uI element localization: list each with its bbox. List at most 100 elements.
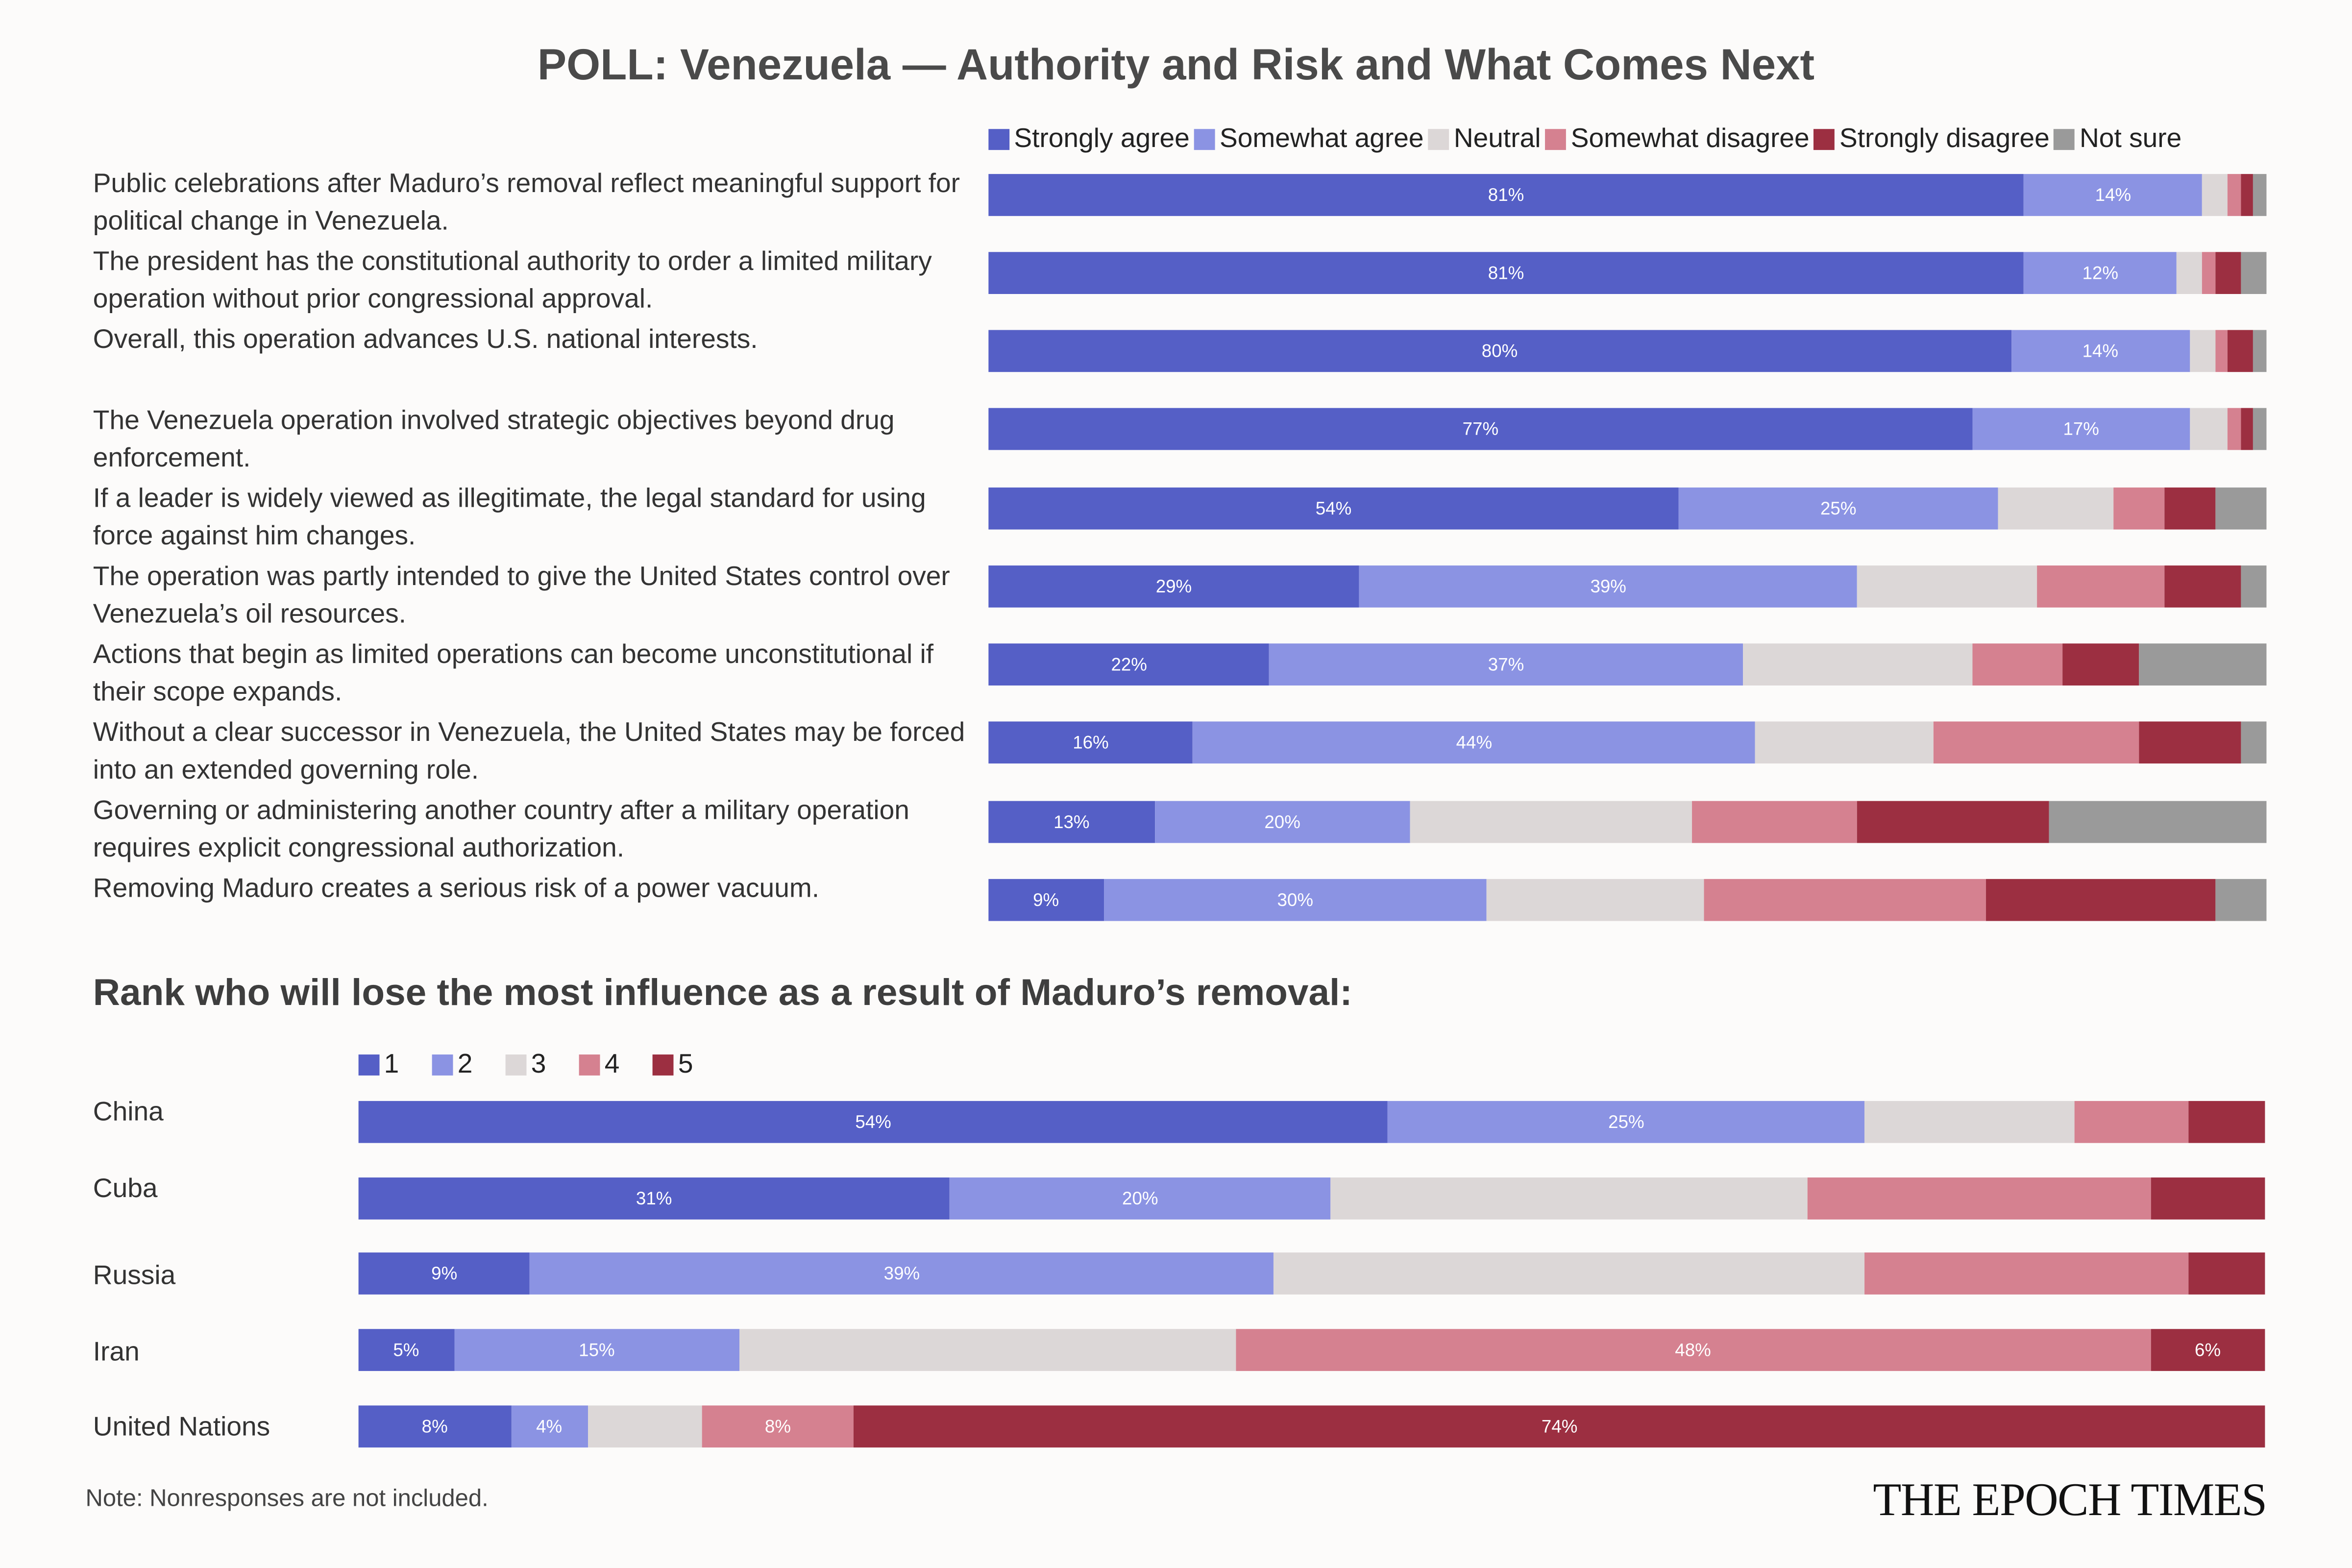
data-label: 4% [536,1416,563,1437]
bar-segment [1742,643,1973,686]
row-label: The operation was partly intended to giv… [93,561,950,629]
legend-label: Somewhat agree [1219,123,1424,153]
legend-label: Strongly agree [1014,123,1190,153]
data-label: 54% [1315,498,1352,519]
bar-segment [2241,565,2267,608]
bar-segment: 15% [454,1329,740,1371]
legend-label: Not sure [2080,123,2182,153]
stacked-bar: 29% 39% [988,565,2267,608]
row-label: China [93,1096,164,1127]
stacked-bar: 54% 25% [358,1101,2265,1143]
bar-segment [2074,1101,2189,1143]
legend-item: 2 [432,1049,472,1080]
stacked-bar: 31% 20% [358,1177,2265,1220]
legend-item: Somewhat agree [1194,123,1424,154]
bar-segment [1691,801,1858,843]
legend-label: Somewhat disagree [1570,123,1810,153]
bar-segment: 29% [988,565,1359,608]
bar-segment: 9% [988,879,1104,921]
rank-chart-title: Rank who will lose the most influence as… [93,972,1352,1014]
bar-segment: 6% [2150,1329,2265,1371]
bar-segment: 48% [1235,1329,2151,1371]
bar-segment [2164,487,2216,530]
row-label: Governing or administering another count… [93,795,909,863]
stacked-bar: 16% 44% [988,721,2267,764]
bar-segment [2150,1177,2265,1220]
stacked-bar: 9% 30% [988,879,2267,921]
legend-swatch [432,1054,453,1075]
row-label: Iran [93,1336,140,1367]
data-label: 54% [855,1111,891,1133]
bar-segment: 81% [988,174,2024,216]
bar-segment [1807,1177,2151,1220]
legend-item: 4 [579,1049,619,1080]
data-label: 17% [2063,418,2100,440]
legend-swatch [358,1054,380,1075]
bar-segment: 77% [988,408,1973,450]
bar-segment [2254,408,2267,450]
stacked-bar: 81% 14% [988,174,2267,216]
bar-segment: 54% [358,1101,1388,1143]
bar-segment [1972,643,2062,686]
legend-label: 5 [678,1048,693,1079]
row-label: Without a clear successor in Venezuela, … [93,717,965,785]
bar-segment [2228,174,2241,216]
row-label: The president has the constitutional aut… [93,246,932,314]
bar-segment [2241,721,2267,764]
bar-segment [2241,408,2254,450]
bar-segment: 31% [358,1177,950,1220]
bar-segment [2215,879,2267,921]
legend-swatch [1194,128,1215,149]
bar-segment: 12% [2023,252,2177,294]
rank-legend: 1 2 3 4 5 [358,1048,726,1080]
bar-segment [1934,721,2139,764]
row-label: Russia [93,1260,176,1290]
stacked-bar: 5% 15% 48% 6% [358,1329,2265,1371]
data-label: 6% [2195,1339,2221,1361]
data-label: 81% [1488,184,1524,206]
data-label: 22% [1111,654,1148,675]
epoch-times-logo: THE EPOCH TIMES [1873,1473,2267,1526]
legend-label: Strongly disagree [1839,123,2050,153]
bar-segment [739,1329,1236,1371]
stacked-bar: 22% 37% [988,643,2267,686]
bar-segment [2062,643,2139,686]
chart-title: POLL: Venezuela — Authority and Risk and… [537,42,1815,90]
bar-segment: 22% [988,643,1270,686]
data-label: 39% [883,1263,920,1284]
bar-segment [1755,721,1935,764]
bar-segment: 37% [1270,643,1743,686]
stacked-bar: 77% 17% [988,408,2267,450]
data-label: 5% [393,1339,419,1361]
data-label: 25% [1608,1111,1644,1133]
data-label: 37% [1488,654,1524,675]
data-label: 80% [1481,340,1518,362]
bar-segment: 39% [530,1252,1274,1295]
data-label: 20% [1264,811,1300,833]
data-label: 74% [1541,1416,1578,1437]
data-label: 15% [579,1339,615,1361]
bar-segment [1864,1101,2075,1143]
row-label: The Venezuela operation involved strateg… [93,405,895,473]
row-label: Cuba [93,1173,158,1203]
bar-segment [2228,408,2241,450]
bar-segment: 8% [701,1405,855,1448]
stacked-bar: 13% 20% [988,801,2267,843]
data-label: 8% [764,1416,791,1437]
bar-segment [1487,879,1704,921]
row-label: If a leader is widely viewed as illegiti… [93,483,926,551]
bar-segment: 44% [1193,721,1756,764]
bar-segment [1704,879,1985,921]
data-label: 81% [1488,262,1524,284]
bar-segment: 13% [988,801,1155,843]
row-label: Overall, this operation advances U.S. na… [93,324,758,354]
bar-segment [2164,565,2241,608]
legend-item: Neutral [1428,123,1541,154]
data-label: 20% [1122,1188,1158,1209]
bar-segment [2254,174,2267,216]
legend-item: Not sure [2054,123,2181,154]
legend-swatch [505,1054,527,1075]
bar-segment [1857,801,2049,843]
bar-segment [2113,487,2164,530]
